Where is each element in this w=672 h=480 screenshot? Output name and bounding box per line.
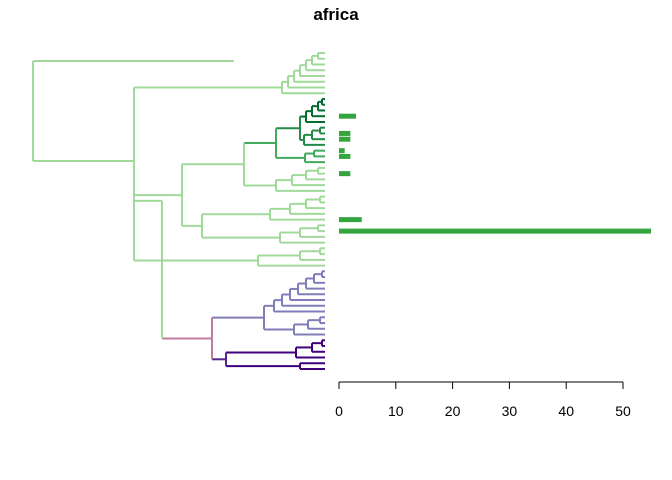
x-tick-label: 0 [335,403,343,419]
bar [339,217,362,223]
x-tick-label: 40 [558,403,574,419]
bar-series [339,113,651,234]
bar [339,153,351,159]
x-axis: 0 10 20 30 40 50 [335,381,631,419]
bar [339,130,351,136]
bar [339,136,351,142]
bar [339,148,345,154]
bar [339,228,651,234]
bar [339,113,357,119]
x-tick-label: 20 [445,403,461,419]
bar [339,171,351,177]
x-tick-label: 10 [388,403,404,419]
chart-title: africa [313,5,359,24]
x-tick-label: 30 [502,403,518,419]
dendrogram [32,52,325,370]
x-tick-label: 50 [615,403,631,419]
